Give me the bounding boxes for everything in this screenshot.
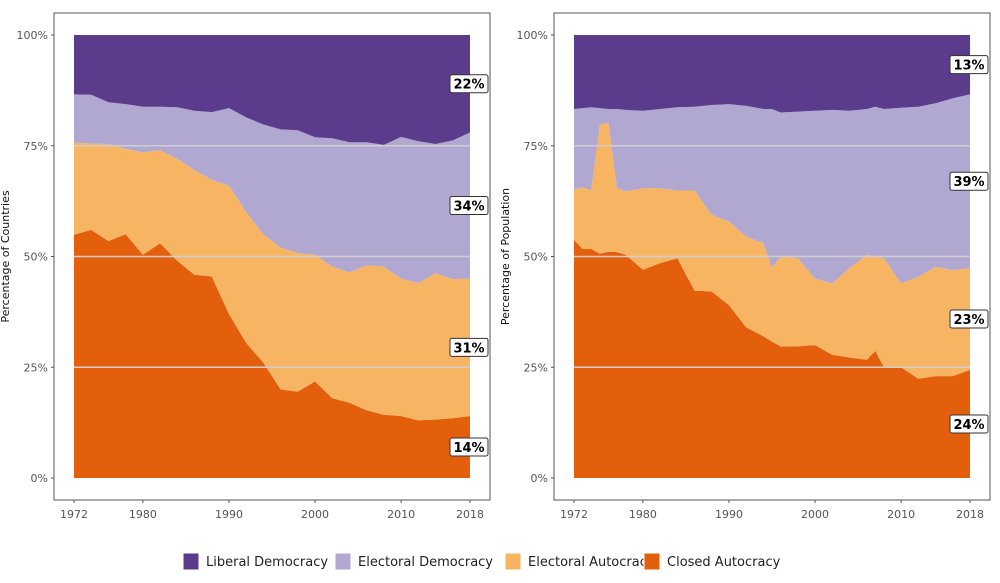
y-tick-label: 0% — [31, 472, 48, 485]
legend-label: Electoral Democracy — [358, 555, 493, 570]
x-tick-label: 1980 — [629, 508, 657, 521]
area-closed-autocracy — [74, 229, 470, 478]
area-electoral-autocracy — [74, 142, 470, 421]
x-tick-label: 2000 — [801, 508, 829, 521]
y-tick-label: 75% — [524, 140, 548, 153]
legend-item-liberal-democracy: Liberal Democracy — [182, 552, 328, 571]
label-text: 23% — [953, 313, 984, 328]
y-tick-label: 50% — [24, 251, 48, 264]
label-text: 24% — [953, 418, 984, 433]
legend: Liberal Democracy Electoral Democracy Elec… — [182, 552, 781, 571]
x-tick-label: 2010 — [887, 508, 915, 521]
legend-swatch — [334, 552, 352, 571]
legend-label: Electoral Autocracy — [528, 555, 655, 570]
label-box — [449, 337, 489, 357]
y-tick-label: 100% — [17, 29, 48, 42]
legend-swatch — [504, 552, 522, 571]
label-text: 39% — [953, 175, 984, 190]
label-box — [449, 437, 489, 457]
end-label-liberal-democracy: 22% — [449, 74, 489, 94]
x-tick-label: 1980 — [129, 508, 157, 521]
x-tick-label: 1990 — [715, 508, 743, 521]
x-tick-label: 2000 — [301, 508, 329, 521]
label-text: 14% — [453, 441, 484, 456]
label-text: 31% — [453, 341, 484, 356]
end-label-closed-autocracy: 24% — [949, 414, 989, 434]
legend-swatch — [182, 552, 200, 571]
y-tick-label: 75% — [24, 140, 48, 153]
y-tick-label: 25% — [24, 361, 48, 374]
x-tick-label: 2010 — [387, 508, 415, 521]
end-label-electoral-autocracy: 23% — [949, 309, 989, 329]
area-electoral-democracy — [74, 94, 470, 284]
label-text: 22% — [453, 78, 484, 93]
label-box — [449, 196, 489, 216]
x-tick-label: 1972 — [60, 508, 88, 521]
x-tick-label: 2018 — [456, 508, 484, 521]
area-liberal-democracy — [574, 35, 970, 113]
label-box — [949, 171, 989, 191]
y-axis-label: Percentage of Countries — [0, 190, 12, 322]
y-axis-label: Percentage of Population — [499, 188, 512, 325]
area-closed-autocracy — [574, 239, 970, 478]
end-label-electoral-autocracy: 31% — [449, 337, 489, 357]
end-label-liberal-democracy: 13% — [949, 55, 989, 75]
label-text: 34% — [453, 200, 484, 215]
area-electoral-democracy — [574, 94, 970, 284]
legend-item-closed-autocracy: Closed Autocracy — [643, 552, 781, 571]
panel-2: 0% 25% 50% 75% 100% 1972 1980 1990 2000 2010 2018 P… — [499, 12, 991, 521]
legend-item-electoral-democracy: Electoral Democracy — [334, 552, 493, 571]
area-electoral-autocracy — [574, 122, 970, 379]
legend-label: Liberal Democracy — [206, 555, 328, 570]
area-liberal-democracy — [74, 35, 470, 145]
x-tick-label: 2018 — [956, 508, 984, 521]
label-box — [449, 74, 489, 94]
legend-item-electoral-autocracy: Electoral Autocracy — [504, 552, 655, 571]
x-tick-label: 1990 — [215, 508, 243, 521]
y-tick-label: 50% — [524, 251, 548, 264]
panel-1: 0% 25% 50% 75% 100% 1972 1980 1990 2000 2010 2018 P… — [0, 12, 491, 521]
legend-label: Closed Autocracy — [667, 555, 781, 570]
label-box — [949, 309, 989, 329]
label-text: 13% — [953, 59, 984, 74]
y-tick-label: 0% — [531, 472, 548, 485]
end-label-closed-autocracy: 14% — [449, 437, 489, 457]
end-label-electoral-democracy: 34% — [449, 196, 489, 216]
label-box — [949, 55, 989, 75]
y-tick-label: 25% — [524, 361, 548, 374]
y-tick-label: 100% — [517, 29, 548, 42]
x-tick-label: 1972 — [560, 508, 588, 521]
end-label-electoral-democracy: 39% — [949, 171, 989, 191]
legend-swatch — [643, 552, 661, 571]
label-box — [949, 414, 989, 434]
